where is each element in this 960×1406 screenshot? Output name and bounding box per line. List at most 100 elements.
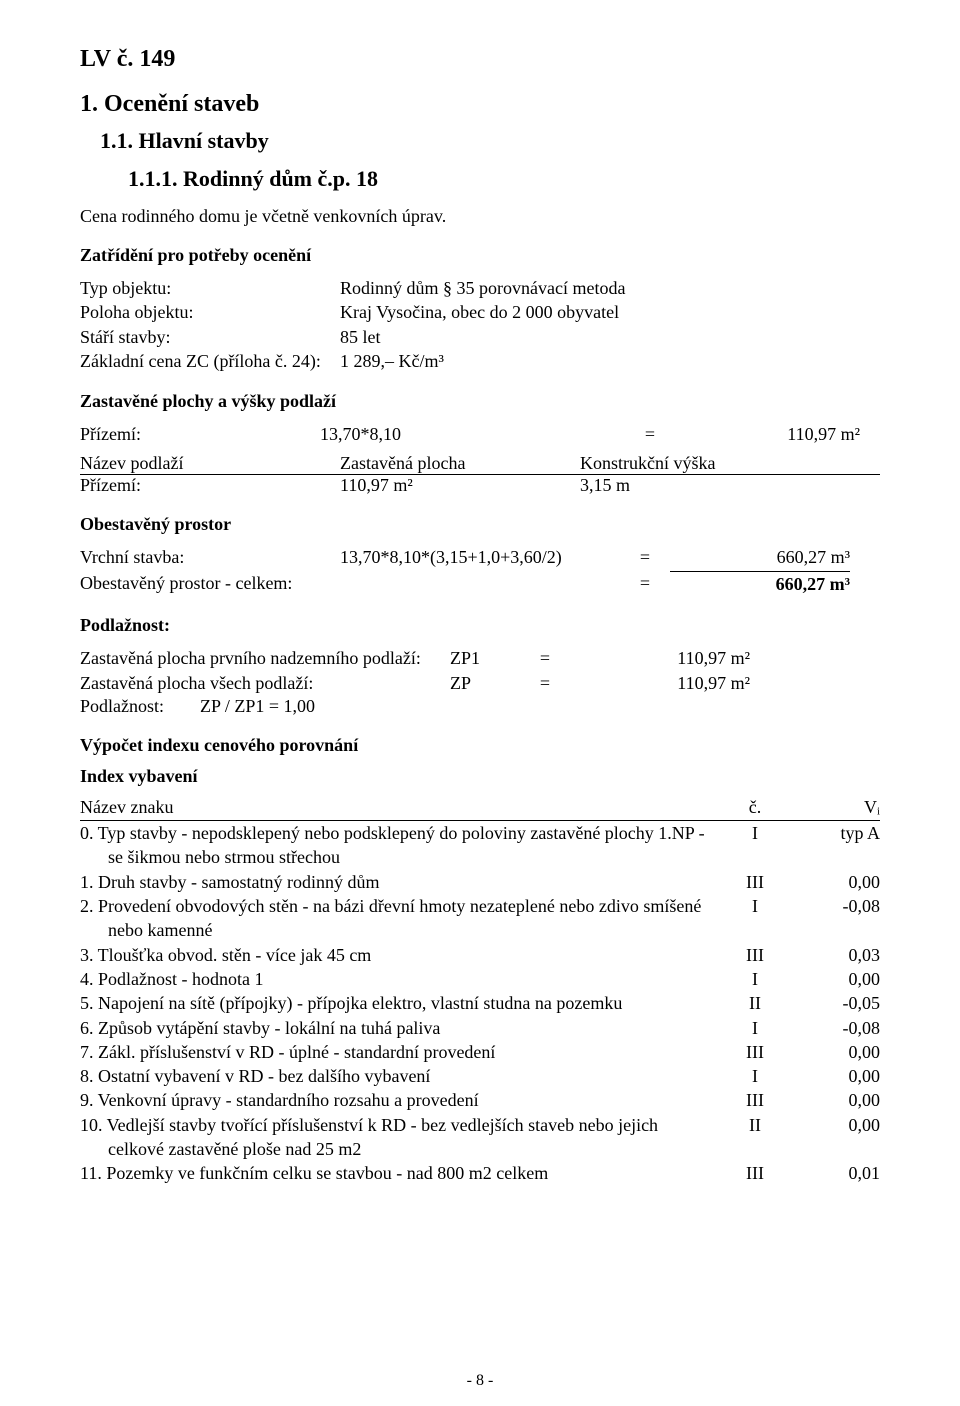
index-row: 9. Venkovní úpravy - standardního rozsah… [80, 1088, 880, 1112]
zastavene-calc-row: Přízemí: 13,70*8,10 = 110,97 m² [80, 422, 880, 447]
podlazi-name: Přízemí: [80, 475, 340, 496]
index-row: 5. Napojení na sítě (přípojky) - přípojk… [80, 991, 880, 1015]
page-footer: - 8 - [0, 1372, 960, 1390]
index-cell-num: I [720, 894, 790, 943]
zp-sym: ZP1 [450, 646, 520, 671]
index-cell-v: 0,00 [790, 1088, 880, 1112]
index-cell-v: 0,00 [790, 870, 880, 894]
index-cell-name: 3. Tloušťka obvod. stěn - více jak 45 cm [80, 943, 720, 967]
zp-val: 110,97 m² [570, 671, 750, 696]
obestaveny-row: Vrchní stavba: 13,70*8,10*(3,15+1,0+3,60… [80, 545, 880, 570]
ob-result: 660,27 m³ [670, 545, 850, 570]
podlaznost-title: Podlažnost: [80, 615, 880, 636]
index-text-line1: 0. Typ stavby - nepodsklepený nebo podsk… [80, 823, 705, 843]
section-1-1-1-heading: 1.1.1. Rodinný dům č.p. 18 [80, 166, 880, 192]
index-cell-name: 1. Druh stavby - samostatný rodinný dům [80, 870, 720, 894]
zp-label: Zastavěná plocha všech podlaží: [80, 671, 450, 696]
index-table: Název znaku č. Vᵢ 0. Typ stavby - nepods… [80, 797, 880, 1185]
zp-label: Zastavěná plocha prvního nadzemního podl… [80, 646, 450, 671]
podlazi-table-header: Název podlaží Zastavěná plocha Konstrukč… [80, 453, 880, 475]
index-table-body: 0. Typ stavby - nepodsklepený nebo podsk… [80, 821, 880, 1185]
index-cell-v: -0,08 [790, 1016, 880, 1040]
ob-total-result: 660,27 m³ [670, 571, 850, 597]
podlazi-plocha: 110,97 m² [340, 475, 580, 496]
index-cell-name: 4. Podlažnost - hodnota 1 [80, 967, 720, 991]
zatrideni-label: Stáří stavby: [80, 325, 340, 349]
lv-heading: LV č. 149 [80, 46, 880, 73]
index-text-line2: se šikmou nebo strmou střechou [80, 845, 712, 869]
section-1-heading: 1. Ocenění staveb [80, 91, 880, 118]
index-cell-v: 0,00 [790, 1064, 880, 1088]
podlazi-table-row: Přízemí: 110,97 m² 3,15 m [80, 475, 880, 496]
index-cell-name: 5. Napojení na sítě (přípojky) - přípojk… [80, 991, 720, 1015]
zatrideni-value: 85 let [340, 325, 880, 349]
index-cell-num: III [720, 943, 790, 967]
obestaveny-total-row: Obestavěný prostor - celkem: = 660,27 m³ [80, 571, 880, 597]
index-text-line1: 8. Ostatní vybavení v RD - bez dalšího v… [80, 1066, 430, 1086]
zatrideni-value: 1 289,– Kč/m³ [340, 349, 880, 373]
index-cell-num: III [720, 1088, 790, 1112]
index-cell-name: 6. Způsob vytápění stavby - lokální na t… [80, 1016, 720, 1040]
index-row: 10. Vedlejší stavby tvořící příslušenstv… [80, 1113, 880, 1162]
calc-expr: 13,70*8,10 [320, 422, 620, 447]
podlaznost-ratio: Podlažnost: ZP / ZP1 = 1,00 [80, 696, 880, 717]
ob-total-eq: = [620, 571, 670, 597]
index-cell-v: -0,08 [790, 894, 880, 943]
index-text-line1: 4. Podlažnost - hodnota 1 [80, 969, 263, 989]
zatrideni-row: Stáří stavby: 85 let [80, 325, 880, 349]
index-col-name: Název znaku [80, 797, 720, 818]
index-row: 8. Ostatní vybavení v RD - bez dalšího v… [80, 1064, 880, 1088]
ob-total-blank [340, 571, 620, 597]
index-text-line2: nebo kamenné [80, 918, 712, 942]
index-cell-num: III [720, 1161, 790, 1185]
podlazi-col-vyska: Konstrukční výška [580, 453, 880, 474]
index-vybaveni-title: Index vybavení [80, 766, 880, 787]
document-page: LV č. 149 1. Ocenění staveb 1.1. Hlavní … [0, 0, 960, 1406]
index-cell-v: 0,00 [790, 1113, 880, 1162]
index-cell-v: 0,03 [790, 943, 880, 967]
podlazi-vyska: 3,15 m [580, 475, 880, 496]
index-row: 2. Provedení obvodových stěn - na bázi d… [80, 894, 880, 943]
calc-label: Přízemí: [80, 422, 320, 447]
index-cell-num: III [720, 1040, 790, 1064]
index-cell-num: I [720, 1016, 790, 1040]
index-cell-v: 0,01 [790, 1161, 880, 1185]
index-row: 4. Podlažnost - hodnota 1I0,00 [80, 967, 880, 991]
index-row: 6. Způsob vytápění stavby - lokální na t… [80, 1016, 880, 1040]
zatrideni-label: Základní cena ZC (příloha č. 24): [80, 349, 340, 373]
index-cell-name: 7. Zákl. příslušenství v RD - úplné - st… [80, 1040, 720, 1064]
zp-eq: = [520, 646, 570, 671]
index-col-v: Vᵢ [790, 797, 880, 818]
podlaznost-row: Zastavěná plocha všech podlaží: ZP = 110… [80, 671, 880, 696]
index-cell-num: III [720, 870, 790, 894]
zatrideni-label: Typ objektu: [80, 276, 340, 300]
index-row: 3. Tloušťka obvod. stěn - více jak 45 cm… [80, 943, 880, 967]
index-cell-v: typ A [790, 821, 880, 870]
podlazi-col-plocha: Zastavěná plocha [340, 453, 580, 474]
index-text-line1: 11. Pozemky ve funkčním celku se stavbou… [80, 1163, 548, 1183]
zatrideni-label: Poloha objektu: [80, 300, 340, 324]
index-cell-name: 9. Venkovní úpravy - standardního rozsah… [80, 1088, 720, 1112]
index-cell-v: 0,00 [790, 1040, 880, 1064]
ob-expr: 13,70*8,10*(3,15+1,0+3,60/2) [340, 545, 620, 570]
index-cell-num: I [720, 1064, 790, 1088]
index-text-line2: celkové zastavěné ploše nad 25 m2 [80, 1137, 712, 1161]
zp-val: 110,97 m² [570, 646, 750, 671]
index-cell-name: 8. Ostatní vybavení v RD - bez dalšího v… [80, 1064, 720, 1088]
zp-sym: ZP [450, 671, 520, 696]
ob-eq: = [620, 545, 670, 570]
index-row: 11. Pozemky ve funkčním celku se stavbou… [80, 1161, 880, 1185]
calc-result: 110,97 m² [680, 422, 860, 447]
index-cell-v: -0,05 [790, 991, 880, 1015]
index-cell-num: I [720, 967, 790, 991]
index-text-line1: 3. Tloušťka obvod. stěn - více jak 45 cm [80, 945, 371, 965]
zatrideni-row: Poloha objektu: Kraj Vysočina, obec do 2… [80, 300, 880, 324]
index-cell-num: II [720, 1113, 790, 1162]
zatrideni-row: Typ objektu: Rodinný dům § 35 porovnávac… [80, 276, 880, 300]
obestaveny-title: Obestavěný prostor [80, 514, 880, 535]
index-row: 1. Druh stavby - samostatný rodinný důmI… [80, 870, 880, 894]
zatrideni-title: Zatřídění pro potřeby ocenění [80, 245, 880, 266]
intro-paragraph: Cena rodinného domu je včetně venkovních… [80, 206, 880, 227]
ob-label: Vrchní stavba: [80, 545, 340, 570]
vypocet-title: Výpočet indexu cenového porovnání [80, 735, 880, 756]
